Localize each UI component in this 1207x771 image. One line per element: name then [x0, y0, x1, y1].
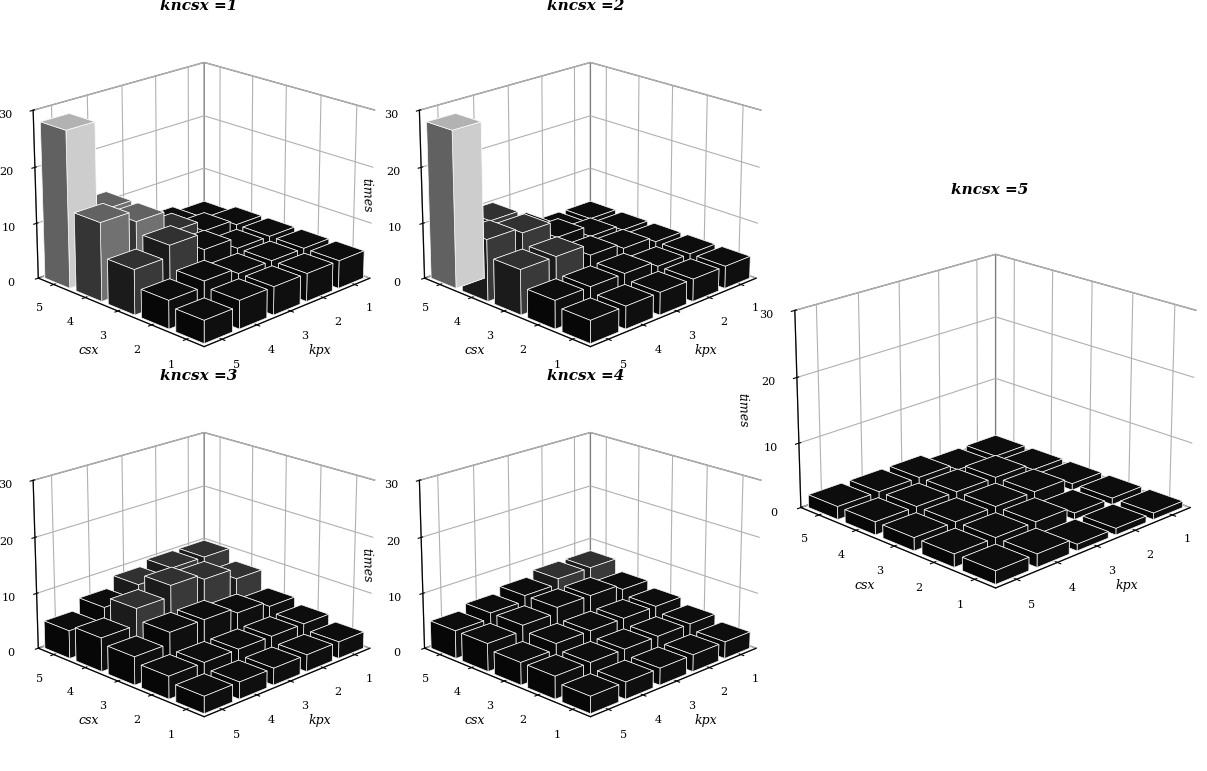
Title: kncsx =5: kncsx =5	[951, 183, 1028, 197]
X-axis label: kpx: kpx	[309, 344, 331, 357]
Title: kncsx =4: kncsx =4	[547, 369, 624, 383]
Title: kncsx =2: kncsx =2	[547, 0, 624, 13]
Y-axis label: csx: csx	[78, 344, 99, 357]
Y-axis label: csx: csx	[855, 579, 875, 592]
X-axis label: kpx: kpx	[695, 344, 717, 357]
Y-axis label: csx: csx	[465, 714, 485, 727]
Y-axis label: csx: csx	[465, 344, 485, 357]
Title: kncsx =3: kncsx =3	[161, 369, 238, 383]
X-axis label: kpx: kpx	[1115, 579, 1138, 592]
Title: kncsx =1: kncsx =1	[161, 0, 238, 13]
Y-axis label: csx: csx	[78, 714, 99, 727]
X-axis label: kpx: kpx	[695, 714, 717, 727]
X-axis label: kpx: kpx	[309, 714, 331, 727]
